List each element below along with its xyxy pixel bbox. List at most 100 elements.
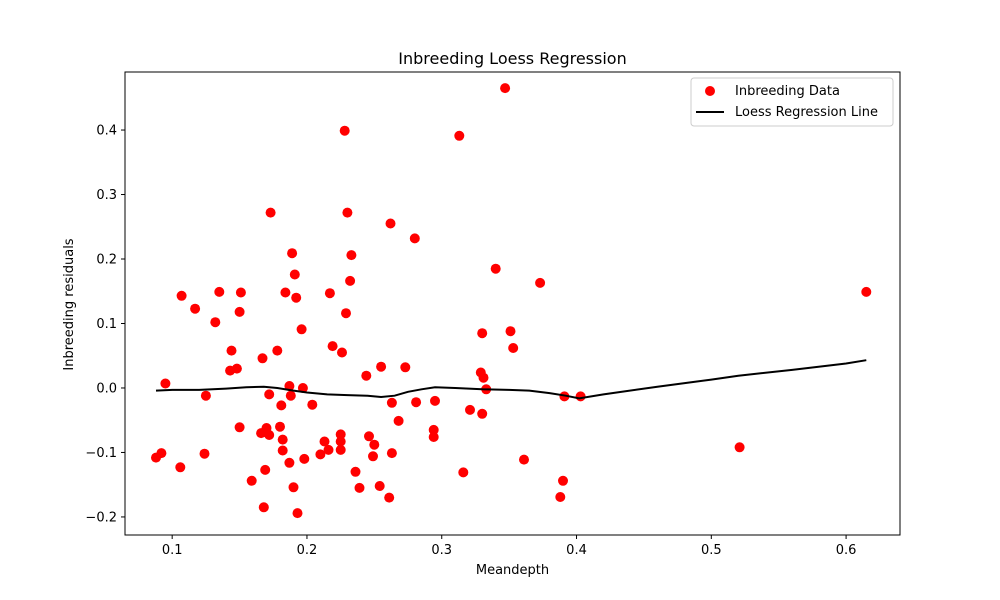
legend-label-line: Loess Regression Line xyxy=(735,105,878,120)
data-point xyxy=(275,421,285,432)
data-point xyxy=(500,83,511,94)
data-point xyxy=(575,391,586,402)
x-tick-label: 0.1 xyxy=(162,543,183,558)
data-point xyxy=(361,370,372,381)
data-point xyxy=(861,286,872,297)
data-point xyxy=(234,306,245,317)
legend-box xyxy=(690,77,894,127)
x-tick-label: 0.5 xyxy=(701,543,722,558)
axes-frame xyxy=(124,71,901,536)
data-point xyxy=(339,125,350,136)
data-point xyxy=(430,395,440,406)
data-point xyxy=(291,292,302,303)
data-point xyxy=(234,422,245,433)
legend-label-scatter: Inbreeding Data xyxy=(735,84,840,99)
legend-marker-scatter xyxy=(705,86,715,96)
data-point xyxy=(190,303,201,314)
data-point xyxy=(354,482,365,493)
data-point xyxy=(386,448,397,459)
legend: Inbreeding Data Loess Regression Line xyxy=(690,77,894,127)
data-point xyxy=(342,207,353,218)
data-point xyxy=(260,464,271,475)
data-point xyxy=(258,502,269,513)
data-point xyxy=(350,466,361,477)
data-point xyxy=(324,288,335,299)
data-point xyxy=(299,453,310,464)
data-point xyxy=(226,345,237,356)
data-point xyxy=(319,436,330,447)
data-point xyxy=(327,341,338,352)
data-point xyxy=(277,445,288,456)
data-point xyxy=(277,434,288,445)
plot-area: 0.1 0.2 0.3 0.4 0.5 0.6 −0.2 −0.1 0.0 0.1 0.2 0.3 0.… xyxy=(85,71,901,558)
data-point xyxy=(284,381,295,391)
data-point xyxy=(369,439,380,450)
data-point xyxy=(335,429,346,440)
data-point xyxy=(400,362,411,373)
data-point xyxy=(393,415,404,426)
y-tick-label: 0.2 xyxy=(96,253,117,268)
data-point xyxy=(734,442,745,453)
data-point xyxy=(409,233,420,244)
data-point xyxy=(264,430,275,440)
data-point xyxy=(246,475,257,486)
data-point xyxy=(264,389,275,400)
data-point xyxy=(411,397,422,408)
data-point xyxy=(374,481,385,491)
chart-title: Inbreeding Loess Regression xyxy=(398,49,626,68)
data-point xyxy=(210,317,221,328)
data-point xyxy=(386,397,397,408)
data-point xyxy=(364,431,374,442)
data-point xyxy=(477,408,488,419)
data-point xyxy=(478,372,489,383)
y-axis-label: Inbreeding residuals xyxy=(62,238,77,370)
data-point xyxy=(558,475,568,486)
y-tick-label: 0.1 xyxy=(96,317,117,332)
data-point xyxy=(337,347,347,358)
data-point xyxy=(288,482,299,493)
data-point xyxy=(519,454,529,465)
data-point xyxy=(176,290,187,301)
data-point xyxy=(454,130,465,141)
x-tick-label: 0.4 xyxy=(566,543,587,558)
data-point xyxy=(385,218,396,229)
data-point xyxy=(428,424,439,435)
y-tick-label: 0.3 xyxy=(96,188,117,203)
data-point xyxy=(265,207,276,218)
data-point xyxy=(384,492,395,503)
x-tick-label: 0.6 xyxy=(836,543,857,558)
data-point xyxy=(555,492,566,502)
data-point xyxy=(200,390,211,401)
data-point xyxy=(376,361,387,372)
data-point xyxy=(160,378,171,389)
loess-line xyxy=(155,359,867,400)
data-point xyxy=(280,287,291,298)
data-point xyxy=(458,467,469,478)
data-point xyxy=(428,432,439,442)
x-tick-label: 0.2 xyxy=(297,543,318,558)
data-point xyxy=(335,436,346,447)
y-tick-label: −0.1 xyxy=(85,446,117,461)
data-point xyxy=(297,383,308,393)
data-point xyxy=(345,275,356,286)
data-point xyxy=(272,345,283,356)
y-tick-label: −0.2 xyxy=(85,510,117,525)
data-point xyxy=(315,449,326,460)
data-point xyxy=(285,390,296,401)
data-point xyxy=(231,363,242,374)
data-point xyxy=(257,353,268,364)
data-point xyxy=(175,462,186,473)
y-tick-label: 0.0 xyxy=(96,381,117,396)
data-point xyxy=(307,399,318,410)
data-point xyxy=(477,328,488,339)
data-point xyxy=(214,286,225,297)
data-point xyxy=(287,248,298,259)
data-point xyxy=(289,269,300,280)
data-point xyxy=(284,457,295,468)
data-point xyxy=(292,508,303,519)
y-tick-label: 0.4 xyxy=(96,124,117,139)
data-point xyxy=(235,287,246,298)
data-point xyxy=(323,444,334,455)
data-point xyxy=(346,250,357,261)
